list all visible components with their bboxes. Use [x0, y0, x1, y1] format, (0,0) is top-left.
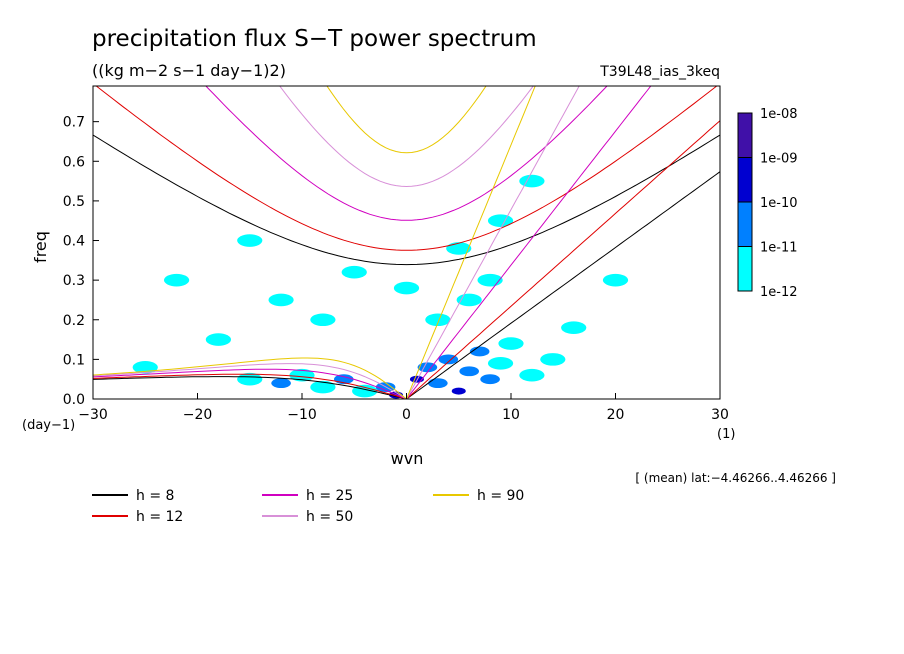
x-tick-label: −20	[183, 407, 213, 423]
legend-label: h = 90	[477, 488, 524, 504]
legend-label: h = 25	[306, 488, 353, 504]
spectrum-blob	[519, 174, 545, 188]
y-tick-label: 0.1	[63, 352, 85, 368]
x-tick-label: −10	[287, 407, 317, 423]
spectrum-blob	[519, 368, 545, 382]
x-axis: −30 −20 −10 0 10 20 30	[78, 393, 729, 423]
spectrum-blob	[561, 321, 587, 334]
spectrum-blob	[451, 387, 466, 395]
region-note: [ (mean) lat:−4.46266..4.46266 ]	[635, 471, 836, 485]
y-tick-label: 0.6	[63, 154, 85, 170]
colorbar-label: 1e-09	[760, 152, 798, 167]
colorbar-label: 1e-10	[760, 196, 798, 211]
y-tick-label: 0.7	[63, 115, 85, 131]
x-tick-label: 30	[711, 407, 729, 423]
dispersion-curve-h90-kelvin	[406, 86, 536, 399]
chart-title: precipitation flux S−T power spectrum	[92, 26, 537, 52]
dispersion-curve-layer	[93, 86, 720, 399]
dispersion-curve-h12-rossby	[93, 373, 407, 399]
spectrum-blob	[164, 273, 190, 287]
colorbar: 1e-12 1e-11 1e-10 1e-09 1e-08	[737, 107, 798, 300]
legend-label: h = 12	[136, 509, 183, 525]
dispersion-curve-h25-rossby	[93, 368, 407, 399]
spectrum-blob	[289, 368, 315, 382]
dispersion-curve-h90-ig	[326, 86, 487, 154]
dispersion-curve-h50-ig	[279, 86, 534, 188]
dispersion-curve-h50-kelvin	[406, 86, 580, 399]
dispersion-curve-h8-kelvin	[406, 171, 720, 399]
x-axis-label: wvn	[391, 449, 424, 468]
dispersion-curve-h8-ig	[93, 134, 720, 266]
colorbar-segment	[737, 246, 753, 292]
chart-subtitle: ((kg m−2 s−1 day−1)2)	[92, 61, 286, 80]
dispersion-curve-h12-kelvin	[406, 120, 720, 399]
y-unit-label: (day−1)	[22, 418, 75, 433]
spectrum-blob	[498, 337, 524, 350]
colorbar-label: 1e-12	[760, 285, 798, 300]
spectrum-blob	[487, 357, 514, 370]
dispersion-curve-h8-rossby	[93, 376, 407, 399]
dispersion-curve-h90-rossby	[93, 357, 407, 399]
spectrum-blob	[341, 265, 367, 279]
y-tick-label: 0.3	[63, 273, 85, 289]
dispersion-curve-h25-ig	[205, 86, 608, 221]
y-tick-label: 0.2	[63, 313, 85, 329]
spectrum-blob	[428, 378, 448, 389]
spectrum-blob	[205, 333, 231, 346]
colorbar-segment	[737, 112, 753, 158]
x-unit-label: (1)	[717, 427, 735, 442]
plot-frame	[92, 85, 721, 400]
colorbar-label: 1e-08	[760, 107, 798, 122]
spectrum-blob	[425, 313, 451, 327]
x-tick-label: 10	[502, 407, 520, 423]
spectrum-blob	[480, 374, 500, 385]
x-tick-label: −30	[78, 407, 108, 423]
legend-label: h = 50	[306, 509, 353, 525]
dispersion-curve-h50-rossby	[93, 363, 407, 399]
spectrum-blob	[459, 366, 480, 377]
run-label: T39L48_ias_3keq	[599, 64, 720, 80]
colorbar-label: 1e-11	[760, 241, 798, 256]
legend-label: h = 8	[136, 488, 174, 504]
spectrum-blob	[310, 313, 336, 327]
spectrum-blob	[271, 378, 291, 389]
spectrum-blob	[393, 281, 420, 295]
y-tick-label: 0.4	[63, 234, 85, 250]
spectrum-blob	[268, 293, 294, 307]
spectrum-blob	[456, 293, 482, 307]
colorbar-segment	[737, 157, 753, 203]
spectrum-blob	[540, 353, 566, 366]
dispersion-curve-h25-kelvin	[406, 86, 652, 399]
spectrum-blob	[602, 273, 629, 287]
spectrum-blob	[237, 234, 263, 247]
x-tick-label: 0	[402, 407, 411, 423]
y-tick-label: 0.0	[63, 392, 85, 408]
spectrum-blob	[237, 372, 263, 386]
y-tick-label: 0.5	[63, 194, 85, 210]
x-tick-label: 20	[607, 407, 625, 423]
spectrum-blob	[446, 242, 472, 255]
y-axis: 0.0 0.1 0.2 0.3 0.4 0.5 0.6 0.7	[63, 115, 99, 408]
dispersion-legend: h = 8 h = 12 h = 25 h = 50 h = 90	[92, 488, 524, 525]
colorbar-segment	[737, 201, 753, 247]
dispersion-curve-h12-ig	[95, 86, 718, 251]
spectrum-contour-layer	[132, 174, 629, 399]
y-axis-label: freq	[31, 231, 50, 263]
spectrum-blob	[487, 214, 514, 228]
spectrum-blob	[310, 380, 336, 394]
